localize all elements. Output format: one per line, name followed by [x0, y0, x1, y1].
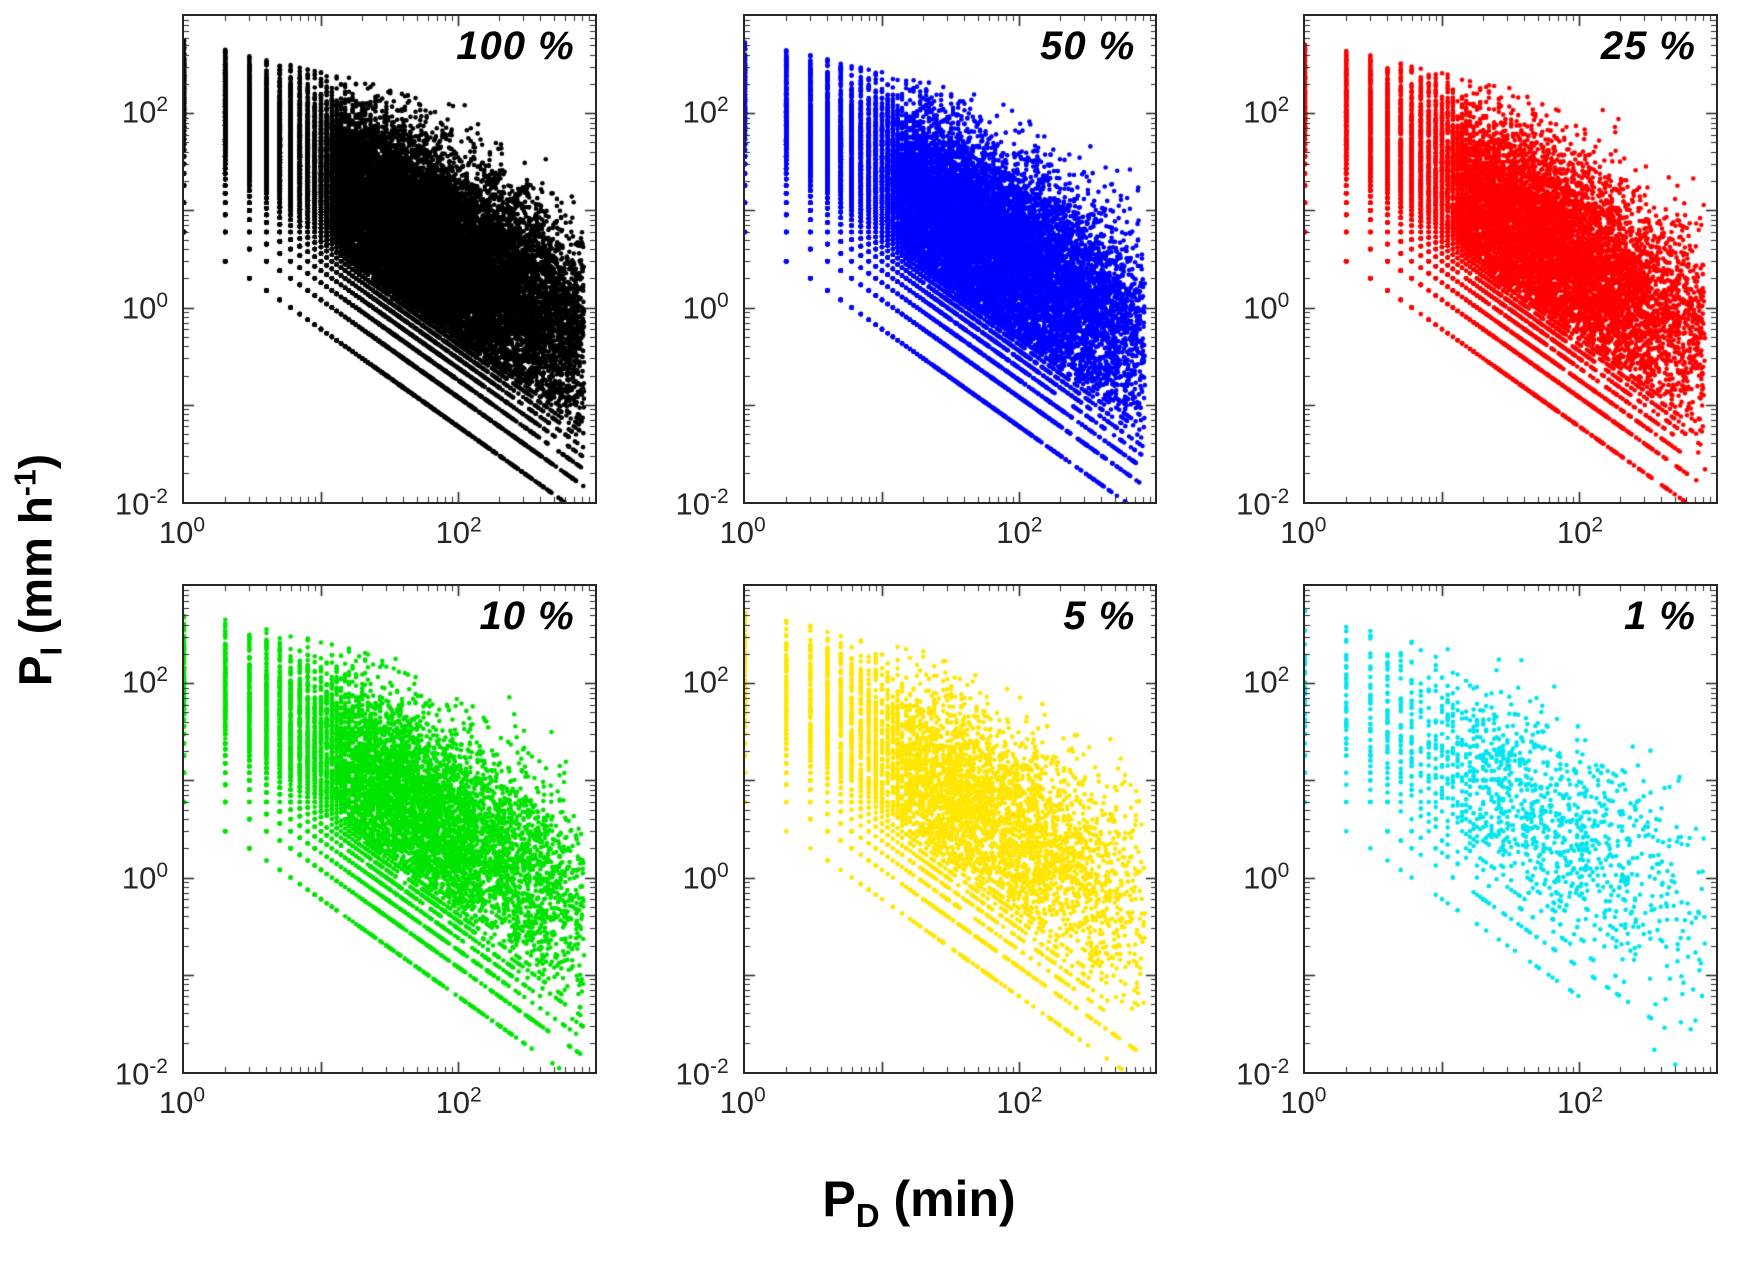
- panel-percent-label: 50 %: [1040, 24, 1136, 68]
- subplot-1-percent: 1 % 100 102 10-2 100 102: [1199, 570, 1760, 1140]
- y-tick-label: 100: [121, 859, 168, 896]
- x-axis-label-area: PD (min): [78, 1140, 1760, 1276]
- x-tick-label: 102: [996, 1084, 1043, 1121]
- panel-percent-label: 100 %: [456, 24, 575, 68]
- x-tick-label: 102: [1556, 1084, 1604, 1121]
- x-tick-label: 100: [158, 514, 206, 551]
- y-tick-label: 10-2: [114, 1055, 168, 1092]
- x-axis-label: PD (min): [822, 1171, 1016, 1234]
- y-tick-label: 100: [121, 289, 168, 326]
- x-tick-label: 100: [719, 1084, 766, 1121]
- y-tick-label: 10-2: [1236, 1055, 1290, 1092]
- y-tick-label: 102: [1243, 663, 1290, 700]
- panel-percent-label: 10 %: [479, 594, 575, 638]
- panel-percent-label: 1 %: [1624, 594, 1696, 638]
- scatter-canvas: [744, 16, 1156, 502]
- subplot-10-percent: 10 % 100 102 10-2 100 102: [78, 570, 639, 1140]
- plot-area: 50 %: [742, 14, 1158, 504]
- subplot-25-percent: 25 % 100 102 10-2 100 102: [1199, 0, 1760, 570]
- scatter-canvas: [744, 586, 1156, 1072]
- y-tick-label: 100: [682, 289, 729, 326]
- plot-area: 1 %: [1303, 584, 1718, 1074]
- y-tick-label: 102: [682, 663, 729, 700]
- y-tick-label: 100: [1243, 859, 1290, 896]
- subplot-5-percent: 5 % 100 102 10-2 100 102: [639, 570, 1200, 1140]
- y-tick-label: 102: [682, 93, 729, 130]
- plot-area: 10 %: [182, 584, 597, 1074]
- x-tick-label: 102: [435, 514, 482, 551]
- plot-area: 25 %: [1303, 14, 1718, 504]
- x-tick-label: 100: [1280, 1084, 1327, 1121]
- y-axis-label: PI (mm h-1): [9, 453, 69, 687]
- scatter-canvas: [1305, 16, 1717, 502]
- subplot-50-percent: 50 % 100 102 10-2 100 102: [639, 0, 1200, 570]
- y-tick-label: 102: [121, 663, 168, 700]
- y-tick-label: 100: [1243, 289, 1290, 326]
- x-tick-label: 102: [1556, 514, 1604, 551]
- x-tick-label: 102: [435, 1084, 482, 1121]
- plot-area: 5 %: [742, 584, 1158, 1074]
- y-tick-label: 10-2: [114, 485, 168, 522]
- y-tick-label: 102: [1243, 93, 1290, 130]
- panels-grid: 100 % 100 102 10-2 100 102 50 % 100 102 10-2 100 10…: [78, 0, 1760, 1140]
- y-tick-label: 102: [121, 93, 168, 130]
- y-tick-label: 10-2: [675, 485, 729, 522]
- y-tick-label: 100: [682, 859, 729, 896]
- panel-percent-label: 5 %: [1063, 594, 1136, 638]
- scatter-canvas: [1305, 586, 1717, 1072]
- y-axis-label-area: PI (mm h-1): [0, 0, 78, 1140]
- scatter-canvas: [184, 586, 595, 1072]
- subplot-100-percent: 100 % 100 102 10-2 100 102: [78, 0, 639, 570]
- x-tick-label: 100: [158, 1084, 206, 1121]
- plot-area: 100 %: [182, 14, 597, 504]
- x-tick-label: 102: [996, 514, 1043, 551]
- y-tick-label: 10-2: [675, 1055, 729, 1092]
- x-tick-label: 100: [1280, 514, 1327, 551]
- y-tick-label: 10-2: [1236, 485, 1290, 522]
- panel-percent-label: 25 %: [1600, 24, 1696, 68]
- x-tick-label: 100: [719, 514, 766, 551]
- scatter-canvas: [184, 16, 595, 502]
